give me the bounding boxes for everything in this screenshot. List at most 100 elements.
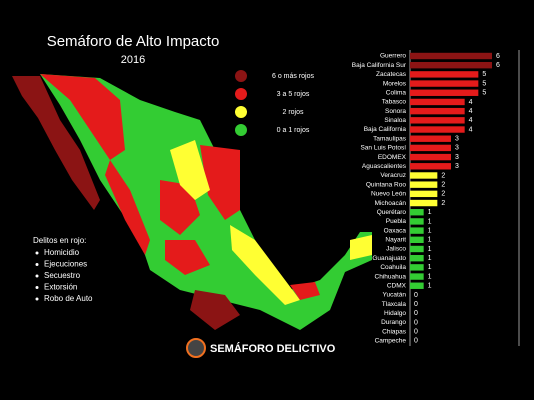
value-label: 0 <box>414 319 418 326</box>
bar <box>410 172 438 179</box>
category-label: Chiapas <box>382 328 407 335</box>
bar <box>410 181 438 188</box>
value-label: 1 <box>428 283 432 290</box>
value-label: 4 <box>469 108 473 115</box>
bullet <box>35 286 39 289</box>
value-label: 0 <box>414 301 418 308</box>
value-label: 0 <box>414 292 418 299</box>
category-label: Tlaxcala <box>382 301 407 308</box>
map-region <box>12 76 100 210</box>
legend-label: 2 rojos <box>282 109 304 116</box>
legend-swatch <box>235 88 247 100</box>
logo: SEMÁFORO DELICTIVO <box>186 338 336 358</box>
category-label: Quintana Roo <box>366 181 406 188</box>
category-label: Puebla <box>386 218 407 225</box>
category-label: Aguascalientes <box>362 163 407 170</box>
value-label: 5 <box>482 80 486 87</box>
bar <box>410 126 465 133</box>
category-label: San Luis Potosí <box>360 145 406 152</box>
value-label: 2 <box>441 172 445 179</box>
bar <box>410 98 465 106</box>
bar <box>410 209 424 216</box>
value-label: 1 <box>428 264 432 271</box>
category-label: Sonora <box>385 108 406 115</box>
value-label: 1 <box>428 246 432 253</box>
map-region <box>170 140 210 200</box>
legend-swatch <box>235 124 247 136</box>
bar <box>410 89 479 96</box>
value-label: 3 <box>455 163 459 170</box>
legend: 6 o más rojos 3 a 5 rojos 2 rojos 0 a 1 roj… <box>235 70 315 136</box>
category-label: Durango <box>381 319 406 326</box>
crime-item: Robo de Auto <box>44 294 93 303</box>
value-label: 3 <box>455 145 459 152</box>
value-label: 1 <box>428 227 432 234</box>
category-label: Sinaloa <box>384 117 406 124</box>
category-label: Guerrero <box>380 53 406 60</box>
bar <box>410 273 424 280</box>
value-label: 5 <box>482 71 486 78</box>
crime-item: Extorsión <box>44 283 77 292</box>
value-label: 1 <box>428 255 432 262</box>
logo-icon <box>186 338 206 358</box>
bar <box>410 264 424 271</box>
map-region <box>165 240 210 275</box>
crime-item: Homicidio <box>44 248 80 257</box>
value-label: 4 <box>469 117 473 124</box>
map-region <box>40 74 125 160</box>
legend-label: 3 a 5 rojos <box>277 91 310 98</box>
bullet <box>35 251 39 255</box>
value-label: 2 <box>441 182 445 189</box>
category-label: Colima <box>386 89 407 96</box>
subtitle: 2016 <box>121 54 145 66</box>
value-label: 1 <box>428 218 432 225</box>
bar <box>410 153 451 161</box>
bar <box>410 135 451 142</box>
map-region <box>230 225 300 305</box>
value-label: 4 <box>469 99 473 106</box>
map <box>12 74 372 330</box>
bar <box>410 71 479 78</box>
value-label: 6 <box>496 62 500 69</box>
legend-swatch <box>235 70 247 82</box>
value-label: 0 <box>414 329 418 336</box>
bar <box>410 190 438 198</box>
value-label: 1 <box>428 209 432 216</box>
category-label: Baja California <box>364 126 407 133</box>
bar <box>410 236 424 243</box>
category-label: Yucatán <box>383 292 407 299</box>
category-label: Oaxaca <box>384 227 407 234</box>
bar <box>410 117 465 124</box>
category-label: Tabasco <box>382 99 407 106</box>
bar <box>410 227 424 234</box>
value-label: 4 <box>469 126 473 133</box>
crime-item: Ejecuciones <box>44 260 87 269</box>
crime-item: Secuestro <box>44 271 81 280</box>
bar <box>410 107 465 115</box>
legend-swatch <box>235 106 247 118</box>
map-region <box>290 282 320 300</box>
value-label: 2 <box>441 191 445 198</box>
value-label: 1 <box>428 237 432 244</box>
bar <box>410 282 424 289</box>
category-label: Veracruz <box>380 172 406 179</box>
category-label: Querétaro <box>377 209 407 216</box>
bar <box>410 254 424 262</box>
value-label: 3 <box>455 154 459 161</box>
category-label: Jalisco <box>386 246 406 253</box>
category-label: Michoacán <box>375 200 407 207</box>
bar <box>410 61 492 69</box>
bar <box>410 144 451 152</box>
category-label: Chihuahua <box>375 273 407 280</box>
crimes-heading: Delitos en rojo: <box>33 236 86 245</box>
category-label: Guanajuato <box>372 255 406 262</box>
category-label: Campeche <box>375 338 407 345</box>
bullet <box>35 274 39 278</box>
category-label: Coahuila <box>380 264 406 271</box>
bar <box>410 163 451 170</box>
category-label: Baja California Sur <box>352 62 407 69</box>
category-label: Nuevo León <box>371 191 406 198</box>
category-label: EDOMEX <box>378 154 407 161</box>
crimes-list: Homicidio Ejecuciones Secuestro Extorsión Ro… <box>35 248 93 303</box>
